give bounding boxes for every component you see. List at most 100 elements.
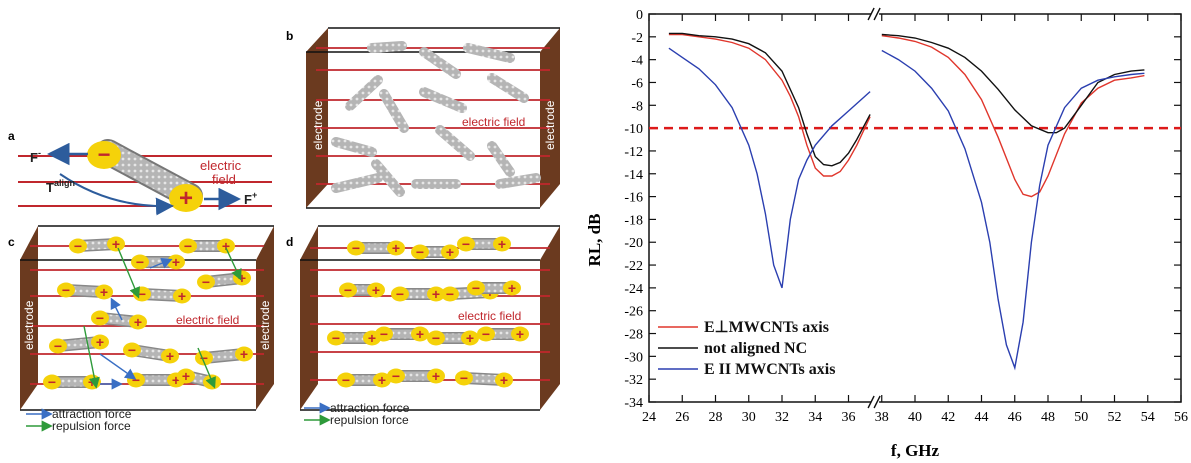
charged-nanotube: −+ xyxy=(427,330,479,346)
minus-sign: − xyxy=(184,238,192,254)
minus-sign: − xyxy=(344,282,352,298)
y-tick-label: -28 xyxy=(624,328,643,343)
minus-sign: − xyxy=(432,330,440,346)
y-tick-label: -20 xyxy=(624,236,643,251)
field-label-a2: field xyxy=(212,172,236,187)
nanotube: − + xyxy=(87,141,203,212)
x-tick-label: 46 xyxy=(1008,410,1022,425)
panel-a: a − + F- F+ Talign electric field xyxy=(8,129,272,212)
minus-sign: − xyxy=(342,372,350,388)
plus-sign: + xyxy=(240,346,248,362)
electrode-right xyxy=(540,226,560,410)
panel-b-letter: b xyxy=(286,29,293,43)
plus-sign: + xyxy=(96,334,104,350)
series-line xyxy=(882,36,1145,197)
charged-nanotube: −+ xyxy=(467,280,521,296)
plus-sign: + xyxy=(100,284,108,300)
charged-nanotube: −+ xyxy=(347,240,405,256)
x-tick-label: 34 xyxy=(808,410,822,425)
y-axis-label: RL, dB xyxy=(585,214,604,267)
plus-sign: + xyxy=(446,244,454,260)
reflection-loss-chart: 0-2-4-6-8-10-12-14-16-18-20-22-24-26-28-… xyxy=(580,0,1191,463)
electrode-label-b-left: electrode xyxy=(311,100,325,150)
series xyxy=(669,33,1145,367)
charged-nanotube: −+ xyxy=(133,286,191,304)
electrode-left xyxy=(300,226,318,410)
y-tick-label: 0 xyxy=(636,8,643,23)
minus-sign: − xyxy=(462,236,470,252)
minus-sign: − xyxy=(136,254,144,270)
legend-label: E⊥MWCNTs axis xyxy=(704,319,829,336)
legend-label: E II MWCNTs axis xyxy=(704,361,835,378)
x-tick-label: 38 xyxy=(875,410,889,425)
x-tick-label: 52 xyxy=(1108,410,1122,425)
panel-d: d −+−+−+−+−+−+−+−+−+−+−+−+−+−+ electric … xyxy=(286,226,560,427)
plus-sign: + xyxy=(222,238,230,254)
plus-sign: + xyxy=(178,288,186,304)
axis-break xyxy=(868,8,880,408)
y-tick-label: -4 xyxy=(631,54,643,69)
minus-sign: − xyxy=(352,240,360,256)
y-tick-label: -6 xyxy=(631,76,643,91)
y-tick-label: -12 xyxy=(624,145,643,160)
minus-sign: − xyxy=(74,238,82,254)
legend: E⊥MWCNTs axisnot aligned NCE II MWCNTs a… xyxy=(658,319,835,378)
charged-nanotube: −+ xyxy=(455,370,513,388)
force-plus-label: F+ xyxy=(244,190,257,207)
x-tick-label: 44 xyxy=(975,410,989,425)
electrode-label-c-right: electrode xyxy=(258,300,272,350)
x-tick-label: 54 xyxy=(1141,410,1155,425)
charged-nanotube: −+ xyxy=(457,236,511,252)
plus-sign: + xyxy=(368,330,376,346)
minus-sign: − xyxy=(98,142,111,167)
plus-sign: + xyxy=(432,286,440,302)
legend-repulsion-label: repulsion force xyxy=(52,419,131,433)
x-tick-label: 30 xyxy=(742,410,756,425)
minus-sign: − xyxy=(54,338,62,354)
plus-sign: + xyxy=(238,270,246,286)
field-label-d: electric field xyxy=(458,309,521,323)
torque-label: Talign xyxy=(46,178,75,195)
charged-nanotube: +− xyxy=(177,368,221,390)
charged-nanotube: −+ xyxy=(69,236,125,254)
plus-sign: + xyxy=(432,368,440,384)
panel-d-letter: d xyxy=(286,235,293,249)
y-tick-label: -32 xyxy=(624,373,643,388)
cnt-alignment-diagram: a − + F- F+ Talign electric field b xyxy=(0,0,580,463)
series-line xyxy=(669,35,870,177)
series-line xyxy=(882,51,1145,368)
electrode-label-b-right: electrode xyxy=(543,100,557,150)
charged-nanotube: −+ xyxy=(131,254,185,270)
x-tick-label: 48 xyxy=(1041,410,1055,425)
charged-nanotube: −+ xyxy=(197,270,251,290)
y-tick-label: -16 xyxy=(624,191,643,206)
minus-sign: − xyxy=(332,330,340,346)
plus-sign: + xyxy=(372,282,380,298)
electrode-label-c-left: electrode xyxy=(22,300,36,350)
plus-sign: + xyxy=(134,314,142,330)
minus-sign: − xyxy=(62,282,70,298)
minus-sign: − xyxy=(482,326,490,342)
minus-sign: − xyxy=(202,274,210,290)
minus-sign: − xyxy=(132,372,140,388)
y-tick-label: -18 xyxy=(624,213,643,228)
charged-nanotube: −+ xyxy=(339,282,385,298)
plus-sign: + xyxy=(182,368,190,384)
minus-sign: − xyxy=(392,368,400,384)
charged-nanotube: −+ xyxy=(387,368,445,384)
charged-nanotube: −+ xyxy=(477,326,529,342)
y-tick-label: -10 xyxy=(624,122,643,137)
minus-sign: − xyxy=(396,286,404,302)
plus-sign: + xyxy=(516,326,524,342)
minus-sign: − xyxy=(48,374,56,390)
plus-sign: + xyxy=(416,326,424,342)
field-label-b: electric field xyxy=(462,115,525,129)
x-tick-label: 56 xyxy=(1174,410,1188,425)
charged-nanotube: −+ xyxy=(57,282,113,300)
plus-sign: + xyxy=(166,348,174,364)
minus-sign: − xyxy=(460,370,468,386)
plus-sign: + xyxy=(392,240,400,256)
charged-nanotube: −+ xyxy=(127,372,185,388)
charged-nanotube: −+ xyxy=(49,334,109,354)
series-line xyxy=(882,35,1145,133)
